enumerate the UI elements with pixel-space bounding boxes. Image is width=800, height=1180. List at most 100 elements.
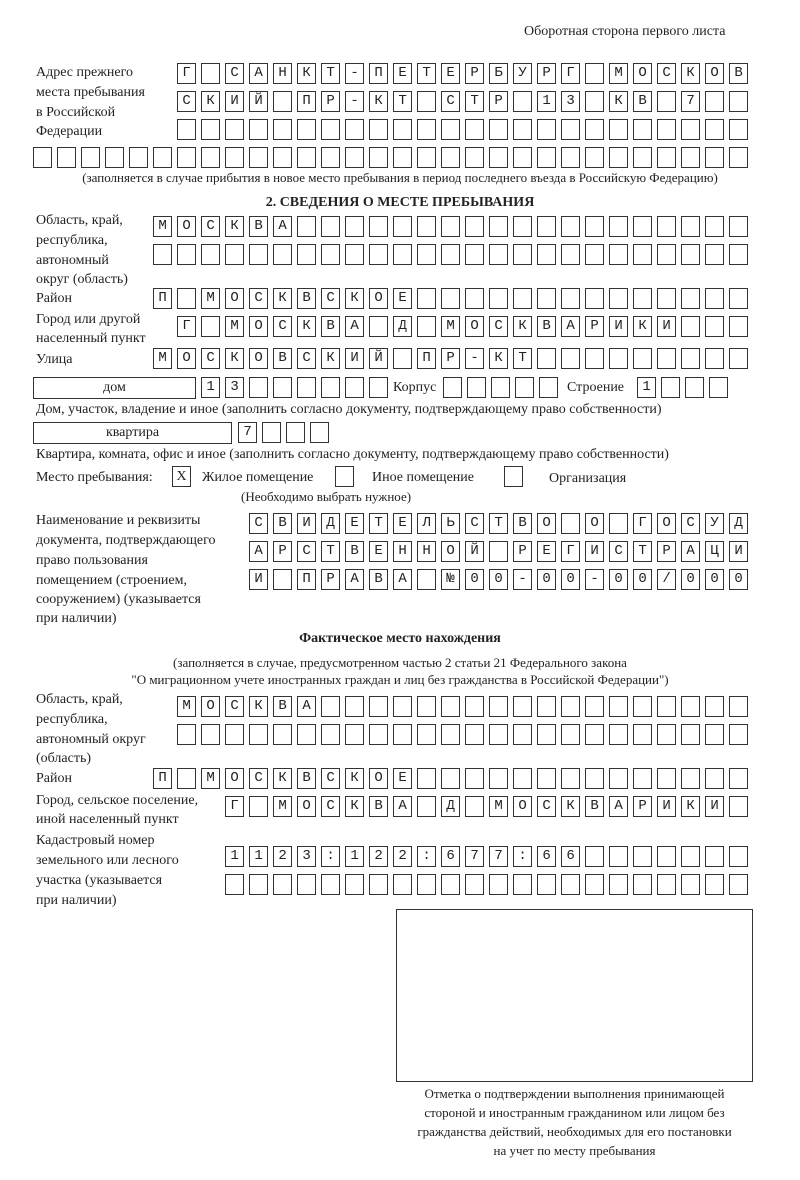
char-cell[interactable]: [657, 768, 676, 789]
char-cell[interactable]: [417, 147, 436, 168]
char-cell[interactable]: [249, 569, 268, 590]
char-cell[interactable]: [393, 513, 412, 534]
char-cell[interactable]: [177, 724, 196, 745]
char-cell[interactable]: [105, 147, 124, 168]
char-cell[interactable]: [657, 796, 676, 817]
char-cell[interactable]: [705, 147, 724, 168]
char-cell[interactable]: [513, 91, 532, 112]
char-cell[interactable]: [369, 696, 388, 717]
char-cell[interactable]: [585, 796, 604, 817]
char-cell[interactable]: [393, 63, 412, 84]
checkbox-organization[interactable]: [504, 466, 523, 487]
char-cell[interactable]: [633, 288, 652, 309]
char-cell[interactable]: [537, 288, 556, 309]
house-type-field[interactable]: дом: [33, 377, 196, 399]
char-cell[interactable]: [393, 696, 412, 717]
char-cell[interactable]: [537, 513, 556, 534]
char-cell[interactable]: [273, 244, 292, 265]
char-cell[interactable]: [681, 513, 700, 534]
char-cell[interactable]: [345, 541, 364, 562]
char-cell[interactable]: [637, 377, 656, 398]
char-cell[interactable]: [729, 724, 748, 745]
char-cell[interactable]: [489, 874, 508, 895]
char-cell[interactable]: [609, 796, 628, 817]
char-cell[interactable]: [465, 244, 484, 265]
char-cell[interactable]: [273, 846, 292, 867]
char-cell[interactable]: [585, 874, 604, 895]
char-cell[interactable]: [297, 541, 316, 562]
char-cell[interactable]: [633, 316, 652, 337]
char-cell[interactable]: [249, 91, 268, 112]
char-cell[interactable]: [705, 696, 724, 717]
char-cell[interactable]: [321, 874, 340, 895]
char-cell[interactable]: [561, 316, 580, 337]
char-cell[interactable]: [633, 846, 652, 867]
char-cell[interactable]: [705, 569, 724, 590]
char-cell[interactable]: [681, 768, 700, 789]
char-cell[interactable]: [225, 348, 244, 369]
char-cell[interactable]: [657, 244, 676, 265]
char-cell[interactable]: [177, 316, 196, 337]
char-cell[interactable]: [585, 569, 604, 590]
char-cell[interactable]: [729, 216, 748, 237]
char-cell[interactable]: [417, 288, 436, 309]
char-cell[interactable]: [585, 541, 604, 562]
char-cell[interactable]: [249, 874, 268, 895]
char-cell[interactable]: [609, 846, 628, 867]
char-cell[interactable]: [249, 316, 268, 337]
char-cell[interactable]: [417, 768, 436, 789]
char-cell[interactable]: [537, 244, 556, 265]
char-cell[interactable]: [585, 216, 604, 237]
char-cell[interactable]: [393, 724, 412, 745]
char-cell[interactable]: [561, 216, 580, 237]
char-cell[interactable]: [441, 216, 460, 237]
char-cell[interactable]: [609, 541, 628, 562]
char-cell[interactable]: [537, 724, 556, 745]
checkbox-living[interactable]: X: [172, 466, 191, 487]
char-cell[interactable]: [705, 288, 724, 309]
char-cell[interactable]: [561, 569, 580, 590]
char-cell[interactable]: [273, 348, 292, 369]
char-cell[interactable]: [249, 768, 268, 789]
char-cell[interactable]: [273, 316, 292, 337]
char-cell[interactable]: [345, 147, 364, 168]
char-cell[interactable]: [489, 244, 508, 265]
char-cell[interactable]: [249, 348, 268, 369]
char-cell[interactable]: [273, 513, 292, 534]
char-cell[interactable]: [705, 216, 724, 237]
char-cell[interactable]: [537, 796, 556, 817]
char-cell[interactable]: [369, 119, 388, 140]
char-cell[interactable]: [489, 796, 508, 817]
char-cell[interactable]: [201, 377, 220, 398]
char-cell[interactable]: [585, 244, 604, 265]
char-cell[interactable]: [467, 377, 486, 398]
char-cell[interactable]: [585, 513, 604, 534]
char-cell[interactable]: [225, 724, 244, 745]
char-cell[interactable]: [561, 91, 580, 112]
char-cell[interactable]: [729, 874, 748, 895]
char-cell[interactable]: [321, 796, 340, 817]
char-cell[interactable]: [465, 846, 484, 867]
char-cell[interactable]: [369, 63, 388, 84]
char-cell[interactable]: [225, 244, 244, 265]
char-cell[interactable]: [539, 377, 558, 398]
char-cell[interactable]: [297, 569, 316, 590]
char-cell[interactable]: [297, 348, 316, 369]
char-cell[interactable]: [441, 724, 460, 745]
char-cell[interactable]: [441, 119, 460, 140]
char-cell[interactable]: [681, 147, 700, 168]
char-cell[interactable]: [441, 874, 460, 895]
char-cell[interactable]: [345, 696, 364, 717]
char-cell[interactable]: [177, 768, 196, 789]
char-cell[interactable]: [513, 316, 532, 337]
char-cell[interactable]: [345, 874, 364, 895]
char-cell[interactable]: [465, 63, 484, 84]
char-cell[interactable]: [225, 768, 244, 789]
char-cell[interactable]: [465, 316, 484, 337]
char-cell[interactable]: [729, 147, 748, 168]
char-cell[interactable]: [657, 119, 676, 140]
char-cell[interactable]: [321, 244, 340, 265]
char-cell[interactable]: [321, 846, 340, 867]
char-cell[interactable]: [393, 119, 412, 140]
char-cell[interactable]: [657, 724, 676, 745]
